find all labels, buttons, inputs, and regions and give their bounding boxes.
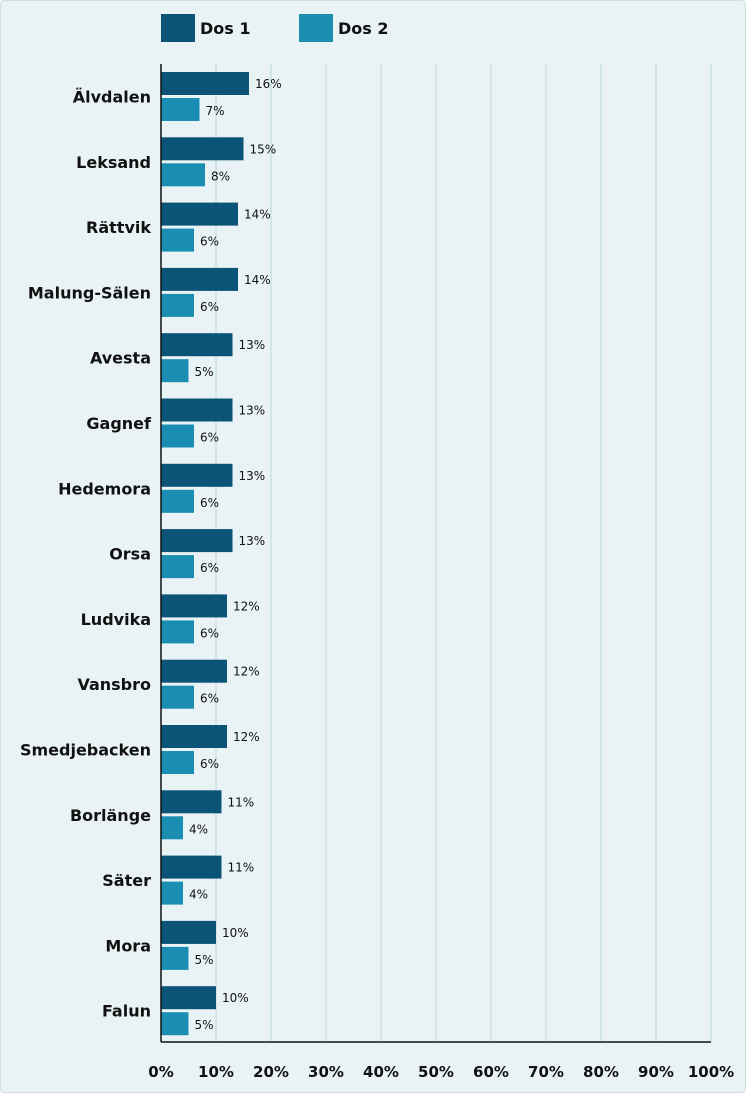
bar-dos1-11 — [161, 790, 222, 814]
x-tick-label-70: 70% — [528, 1063, 564, 1081]
category-label-0: Älvdalen — [73, 88, 151, 107]
data-label-dos2-10: 6% — [200, 757, 219, 771]
bar-dos1-3 — [161, 267, 238, 291]
data-label-dos2-2: 6% — [200, 235, 219, 249]
data-label-dos1-14: 10% — [222, 991, 249, 1005]
data-label-dos1-6: 13% — [239, 469, 266, 483]
data-label-dos2-8: 6% — [200, 626, 219, 640]
data-label-dos1-8: 12% — [233, 599, 260, 613]
category-label-5: Gagnef — [86, 414, 152, 433]
data-label-dos1-13: 10% — [222, 926, 249, 940]
x-tick-label-50: 50% — [418, 1063, 454, 1081]
data-label-dos1-11: 11% — [228, 795, 255, 809]
data-label-dos2-5: 6% — [200, 431, 219, 445]
legend-item-dos-1: Dos 1 — [161, 13, 251, 43]
category-label-14: Falun — [102, 1002, 151, 1021]
data-label-dos2-14: 5% — [195, 1018, 214, 1032]
bar-dos2-14 — [161, 1012, 189, 1036]
bar-dos2-1 — [161, 163, 205, 187]
data-label-dos2-4: 5% — [195, 365, 214, 379]
data-label-dos1-5: 13% — [239, 404, 266, 418]
legend-swatch-dos-2 — [299, 14, 333, 42]
data-label-dos2-7: 6% — [200, 561, 219, 575]
bar-dos1-4 — [161, 333, 233, 357]
x-tick-label-0: 0% — [148, 1063, 173, 1081]
data-label-dos1-0: 16% — [255, 77, 282, 91]
x-tick-label-60: 60% — [473, 1063, 509, 1081]
bar-dos1-5 — [161, 398, 233, 422]
category-label-6: Hedemora — [58, 479, 151, 498]
bar-dos1-10 — [161, 725, 227, 748]
category-label-11: Borlänge — [70, 806, 151, 825]
x-tick-label-10: 10% — [198, 1063, 234, 1081]
bar-dos2-10 — [161, 751, 194, 774]
bar-dos2-3 — [161, 293, 194, 317]
data-label-dos1-3: 14% — [244, 273, 271, 287]
bar-dos1-2 — [161, 202, 238, 226]
data-label-dos2-9: 6% — [200, 692, 219, 706]
bar-dos1-6 — [161, 463, 233, 487]
data-label-dos1-4: 13% — [239, 338, 266, 352]
bar-dos2-0 — [161, 98, 200, 121]
data-label-dos2-13: 5% — [195, 953, 214, 967]
bar-dos1-0 — [161, 72, 249, 95]
bar-dos1-8 — [161, 594, 227, 618]
data-label-dos2-12: 4% — [189, 888, 208, 902]
bar-dos2-6 — [161, 489, 194, 513]
data-label-dos1-10: 12% — [233, 730, 260, 744]
data-label-dos2-3: 6% — [200, 300, 219, 314]
bar-dos2-4 — [161, 359, 189, 383]
category-label-4: Avesta — [90, 349, 151, 368]
bar-dos2-12 — [161, 881, 183, 905]
bar-dos1-9 — [161, 659, 227, 683]
x-tick-label-40: 40% — [363, 1063, 399, 1081]
legend-swatch-dos-1 — [161, 14, 195, 42]
data-label-dos2-1: 8% — [211, 169, 230, 183]
data-label-dos1-7: 13% — [239, 534, 266, 548]
x-tick-label-20: 20% — [253, 1063, 289, 1081]
legend-item-dos-2: Dos 2 — [299, 13, 389, 43]
legend-label-dos-2: Dos 2 — [338, 18, 389, 38]
bar-dos2-13 — [161, 946, 189, 970]
category-label-12: Säter — [102, 871, 151, 890]
data-label-dos1-12: 11% — [228, 861, 255, 875]
bar-dos2-2 — [161, 228, 194, 252]
category-label-1: Leksand — [76, 153, 151, 172]
category-label-8: Ludvika — [81, 610, 151, 629]
category-label-7: Orsa — [109, 545, 151, 564]
data-label-dos2-0: 7% — [206, 104, 225, 118]
category-label-10: Smedjebacken — [20, 741, 151, 760]
data-label-dos2-6: 6% — [200, 496, 219, 510]
data-label-dos2-11: 4% — [189, 822, 208, 836]
bar-dos1-1 — [161, 137, 244, 161]
category-label-13: Mora — [105, 936, 151, 955]
bar-dos1-12 — [161, 855, 222, 879]
x-tick-label-80: 80% — [583, 1063, 619, 1081]
bar-dos1-14 — [161, 986, 216, 1010]
bar-dos2-5 — [161, 424, 194, 448]
data-label-dos1-1: 15% — [250, 142, 277, 156]
data-label-dos1-2: 14% — [244, 208, 271, 222]
bar-dos2-9 — [161, 685, 194, 709]
legend-label-dos-1: Dos 1 — [200, 18, 251, 38]
bar-dos2-7 — [161, 555, 194, 579]
bar-dos2-11 — [161, 816, 183, 840]
category-label-2: Rättvik — [86, 218, 151, 237]
bar-dos2-8 — [161, 620, 194, 644]
category-label-3: Malung-Sälen — [28, 283, 151, 302]
x-tick-label-90: 90% — [638, 1063, 674, 1081]
data-label-dos1-9: 12% — [233, 665, 260, 679]
category-label-9: Vansbro — [77, 675, 151, 694]
x-tick-label-30: 30% — [308, 1063, 344, 1081]
x-tick-label-100: 100% — [688, 1063, 734, 1081]
bar-dos1-13 — [161, 920, 216, 944]
bar-dos1-7 — [161, 529, 233, 553]
